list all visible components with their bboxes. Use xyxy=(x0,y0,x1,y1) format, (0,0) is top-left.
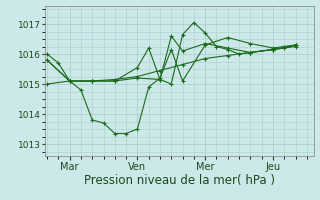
X-axis label: Pression niveau de la mer( hPa ): Pression niveau de la mer( hPa ) xyxy=(84,174,275,187)
